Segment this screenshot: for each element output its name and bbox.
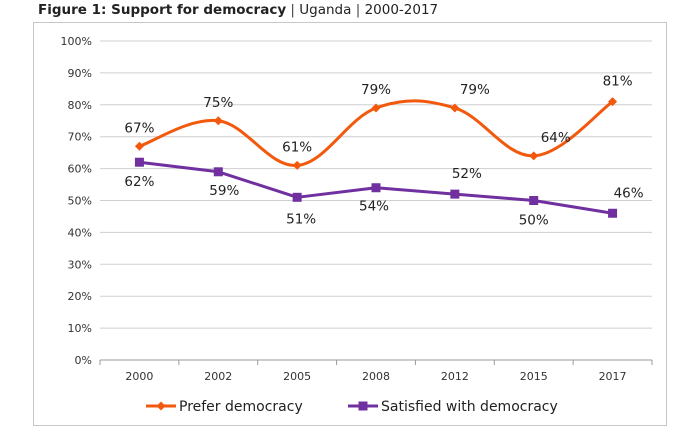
data-point-diamond xyxy=(608,97,618,107)
data-point-diamond xyxy=(450,103,460,113)
data-point-diamond xyxy=(134,141,144,151)
x-tick-label: 2000 xyxy=(125,370,153,383)
figure-title: Figure 1: Support for democracy | Uganda… xyxy=(38,2,438,18)
data-point-square xyxy=(608,208,618,218)
data-point-square xyxy=(371,183,381,193)
data-point-diamond xyxy=(292,160,302,170)
legend-marker-square xyxy=(358,401,368,411)
title-separator: | xyxy=(290,2,295,18)
x-tick-label: 2002 xyxy=(204,370,232,383)
x-tick-label: 2012 xyxy=(441,370,469,383)
data-point-square xyxy=(292,192,302,202)
data-point-diamond xyxy=(529,151,539,161)
data-label: 59% xyxy=(209,183,239,199)
data-label: 52% xyxy=(452,166,482,182)
data-label: 81% xyxy=(603,74,633,90)
y-tick-label: 30% xyxy=(68,258,92,271)
y-tick-label: 100% xyxy=(61,35,92,48)
y-tick-label: 60% xyxy=(68,163,92,176)
data-point-diamond xyxy=(371,103,381,113)
data-label: 79% xyxy=(460,82,490,98)
y-tick-label: 90% xyxy=(68,67,92,80)
legend-label: Satisfied with democracy xyxy=(381,399,558,415)
figure-title-lead: Figure 1: Support for democracy xyxy=(38,2,287,18)
data-label: 62% xyxy=(124,174,154,190)
data-point-square xyxy=(213,167,223,177)
y-tick-label: 0% xyxy=(75,354,92,367)
y-tick-label: 80% xyxy=(68,99,92,112)
data-label: 75% xyxy=(203,95,233,111)
y-tick-label: 20% xyxy=(68,290,92,303)
legend-marker-diamond xyxy=(156,401,166,411)
data-point-square xyxy=(134,157,144,167)
x-tick-label: 2017 xyxy=(599,370,627,383)
x-tick-label: 2005 xyxy=(283,370,311,383)
x-tick-label: 2008 xyxy=(362,370,390,383)
data-label: 51% xyxy=(286,211,316,227)
data-label: 50% xyxy=(519,213,549,229)
data-label: 64% xyxy=(541,130,571,146)
data-label: 46% xyxy=(614,185,644,201)
data-label: 54% xyxy=(359,199,389,215)
data-label: 67% xyxy=(124,120,154,136)
y-tick-label: 10% xyxy=(68,322,92,335)
data-point-diamond xyxy=(213,116,223,126)
y-tick-label: 40% xyxy=(68,226,92,239)
title-separator-2: | xyxy=(355,2,361,18)
chart-frame xyxy=(33,22,667,426)
y-tick-label: 70% xyxy=(68,131,92,144)
data-point-square xyxy=(450,189,460,199)
x-tick-label: 2015 xyxy=(520,370,548,383)
data-point-square xyxy=(529,196,539,205)
legend-label: Prefer democracy xyxy=(179,399,303,415)
figure-period: 2000-2017 xyxy=(364,2,439,18)
figure-country: Uganda xyxy=(299,2,352,18)
y-tick-label: 50% xyxy=(68,195,92,208)
data-label: 61% xyxy=(282,139,312,155)
data-label: 79% xyxy=(361,82,391,98)
